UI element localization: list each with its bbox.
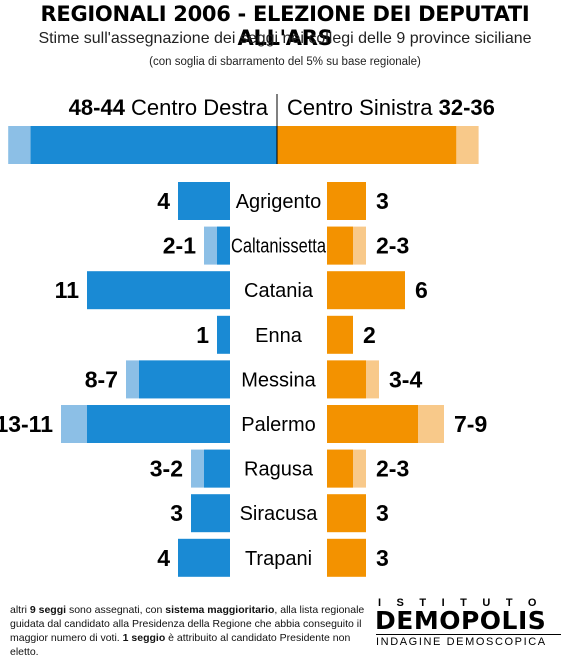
logo-subtitle-bottom: INDAGINE DEMOSCOPICA — [376, 636, 547, 648]
bar-destra-catania — [87, 271, 230, 310]
footnote-text-1: altri — [10, 604, 30, 616]
province-label-ragusa: Ragusa — [244, 459, 314, 481]
total-bar-destra — [30, 126, 277, 164]
value-destra-caltanissetta: 2-1 — [163, 233, 196, 259]
province-label-trapani: Trapani — [245, 548, 312, 570]
value-destra-agrigento: 4 — [157, 188, 170, 214]
province-label-catania: Catania — [244, 280, 314, 302]
value-sinistra-trapani: 3 — [376, 545, 389, 571]
bar-destra-messina — [139, 360, 230, 399]
total-value-sinistra: 32-36 — [439, 95, 495, 120]
demopolis-logo: DEMOPOLIS — [375, 606, 547, 635]
value-sinistra-catania: 6 — [415, 277, 428, 303]
province-label-caltanissetta: Caltanissetta — [231, 236, 327, 258]
bar-sinistra-catania — [327, 271, 405, 310]
value-sinistra-siracusa: 3 — [376, 500, 389, 526]
footnote-text-3: , alla lista regionale guidata dal candi… — [10, 604, 365, 644]
value-sinistra-enna: 2 — [363, 322, 376, 348]
total-value-destra: 48-44 — [69, 95, 131, 120]
province-label-agrigento: Agrigento — [236, 191, 322, 213]
bar-sinistra-siracusa — [327, 494, 366, 533]
bar-sinistra-palermo — [327, 405, 418, 443]
bar-destra-siracusa — [191, 494, 230, 533]
province-label-enna: Enna — [255, 325, 303, 347]
bar-sinistra-caltanissetta — [327, 226, 353, 265]
value-sinistra-messina: 3-4 — [389, 366, 422, 392]
footnote-bold-1: 9 seggi — [29, 604, 67, 616]
bar-sinistra-ragusa — [327, 449, 353, 488]
value-sinistra-caltanissetta: 2-3 — [376, 233, 409, 259]
value-destra-palermo: 13-11 — [0, 411, 53, 437]
logo-subtitle-top: ISTITUTO — [378, 597, 552, 609]
seats-chart: 48-44 Centro Destra Centro Sinistra 32-36… — [0, 94, 495, 577]
chart-subtitle: Stime sull'assegnazione dei seggi nei co… — [38, 30, 532, 47]
province-label-siracusa: Siracusa — [240, 503, 319, 525]
bar-sinistra-enna — [327, 315, 353, 354]
bar-destra-caltanissetta — [217, 226, 230, 265]
footnote-bold-2: sistema maggioritario — [165, 604, 275, 616]
chart-title: REGIONALI 2006 - ELEZIONE DEI DEPUTATI A… — [40, 2, 530, 50]
value-sinistra-agrigento: 3 — [376, 188, 389, 214]
value-destra-ragusa: 3-2 — [150, 456, 183, 482]
logo-divider — [376, 634, 561, 635]
value-destra-siracusa: 3 — [170, 500, 183, 526]
value-sinistra-ragusa: 2-3 — [376, 456, 409, 482]
value-sinistra-palermo: 7-9 — [454, 411, 487, 437]
bar-sinistra-trapani — [327, 538, 366, 577]
bar-destra-trapani — [178, 538, 230, 577]
value-destra-catania: 11 — [55, 277, 80, 303]
bar-sinistra-agrigento — [327, 182, 366, 220]
province-label-messina: Messina — [241, 369, 316, 391]
value-destra-enna: 1 — [196, 322, 209, 348]
footnote-text-2: sono assegnati, con — [66, 604, 166, 616]
total-label-sinistra: Centro Sinistra 32-36 — [287, 95, 495, 120]
bar-destra-enna — [217, 315, 230, 354]
total-name-sinistra: Centro Sinistra — [287, 95, 439, 120]
footnote-bold-3: 1 seggio — [122, 632, 166, 644]
bar-sinistra-messina — [327, 360, 366, 399]
total-label-destra: 48-44 Centro Destra — [69, 95, 269, 120]
threshold-note: (con soglia di sbarramento del 5% su bas… — [149, 56, 421, 68]
bar-destra-ragusa — [204, 449, 230, 488]
total-bar-sinistra — [277, 126, 457, 164]
value-destra-trapani: 4 — [157, 545, 170, 571]
total-name-destra: Centro Destra — [131, 95, 269, 120]
footnote: altri 9 seggi sono assegnati, con sistem… — [10, 603, 375, 659]
bar-destra-palermo — [87, 405, 230, 443]
bar-destra-agrigento — [178, 182, 230, 220]
value-destra-messina: 8-7 — [85, 366, 118, 392]
province-label-palermo: Palermo — [241, 414, 315, 436]
